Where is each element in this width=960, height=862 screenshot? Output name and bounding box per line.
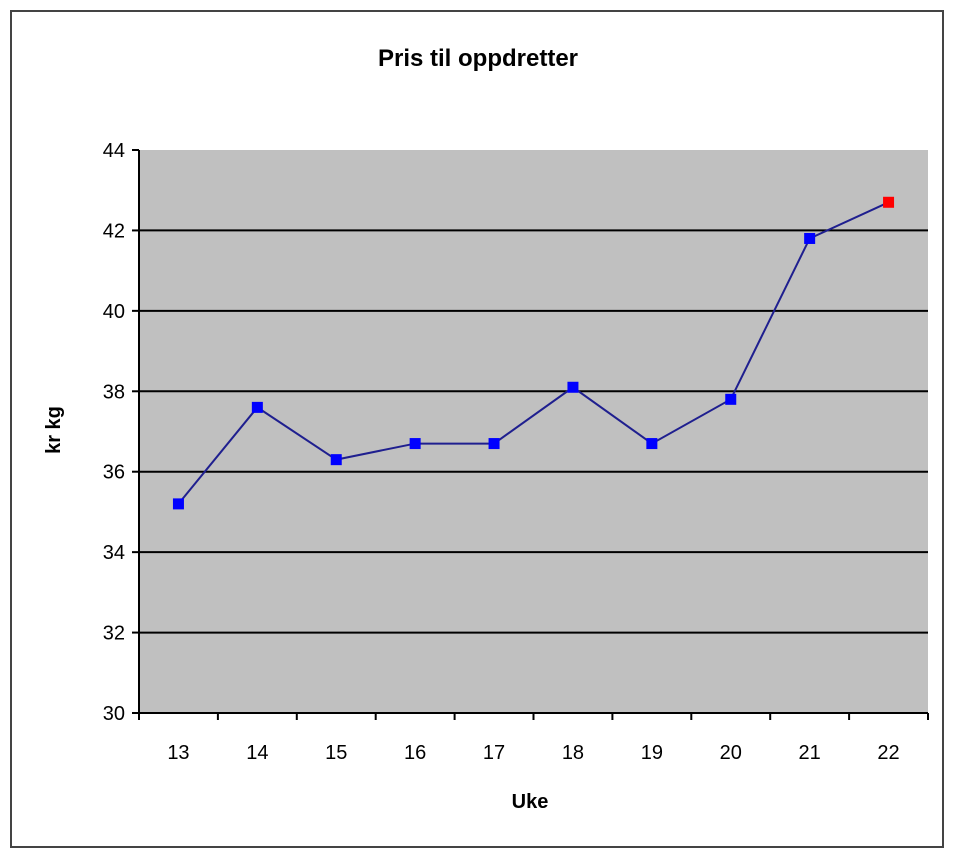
y-axis-ticks: 30 32 34 36 38 40 42 44 [103, 140, 139, 725]
data-point-17 [488, 438, 500, 450]
y-tick-label-34: 34 [103, 542, 125, 564]
y-tick-label-32: 32 [103, 623, 125, 645]
data-point-21 [804, 232, 816, 244]
y-tick-label-30: 30 [103, 703, 125, 725]
y-tick-label-42: 42 [103, 220, 125, 242]
x-axis-ticks: 13 14 15 16 17 18 19 20 21 22 [138, 713, 929, 764]
data-point-22 [883, 196, 895, 208]
data-point-15 [330, 454, 342, 466]
x-tick-label-20: 20 [720, 742, 742, 764]
y-tick-label-44: 44 [103, 140, 125, 162]
gridlines [139, 229, 928, 634]
x-tick-label-15: 15 [325, 742, 347, 764]
x-tick-label-16: 16 [404, 742, 426, 764]
series-line [177, 201, 889, 505]
data-point-16 [409, 438, 421, 450]
data-point-14 [251, 401, 263, 413]
series [172, 196, 895, 510]
x-tick-label-22: 22 [877, 742, 899, 764]
x-axis-label: Uke [512, 791, 549, 813]
data-point-19 [646, 438, 658, 450]
chart-title: Pris til oppdretter [378, 45, 578, 72]
plot-area [139, 150, 928, 713]
x-tick-label-19: 19 [641, 742, 663, 764]
x-tick-label-21: 21 [799, 742, 821, 764]
x-tick-label-18: 18 [562, 742, 584, 764]
x-tick-label-17: 17 [483, 742, 505, 764]
y-tick-label-36: 36 [103, 462, 125, 484]
y-tick-label-38: 38 [103, 381, 125, 403]
y-tick-label-40: 40 [103, 301, 125, 323]
x-tick-label-13: 13 [167, 742, 189, 764]
y-axis-label: kr kg [43, 406, 65, 454]
x-tick-label-14: 14 [246, 742, 268, 764]
data-point-20 [725, 393, 737, 405]
data-point-13 [172, 498, 184, 510]
data-point-18 [567, 381, 579, 393]
